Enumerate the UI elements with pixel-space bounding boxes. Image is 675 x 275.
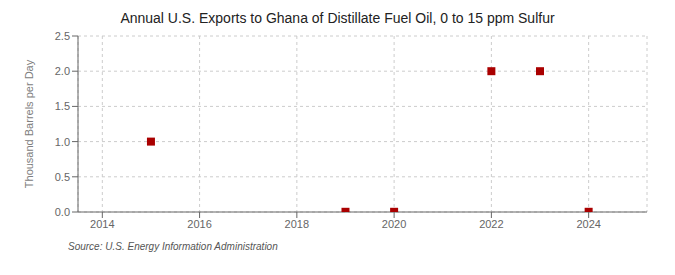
svg-text:2.5: 2.5 <box>55 30 70 42</box>
svg-text:1.0: 1.0 <box>55 136 70 148</box>
svg-text:2022: 2022 <box>479 218 503 230</box>
svg-text:2024: 2024 <box>576 218 600 230</box>
svg-text:2016: 2016 <box>187 218 211 230</box>
svg-text:Thousand Barrels per Day: Thousand Barrels per Day <box>23 59 35 188</box>
html-text:Annual U.S. Exports to Ghana o: Annual U.S. Exports to Ghana of Distilla… <box>120 10 555 26</box>
svg-text:0.5: 0.5 <box>55 171 70 183</box>
svg-text:2.0: 2.0 <box>55 65 70 77</box>
svg-text:1.5: 1.5 <box>55 100 70 112</box>
svg-text:2014: 2014 <box>90 218 114 230</box>
svg-text:2018: 2018 <box>285 218 309 230</box>
svg-text:2020: 2020 <box>382 218 406 230</box>
svg-text:0.0: 0.0 <box>55 206 70 218</box>
html-text:Source: U.S. Energy Informatio: Source: U.S. Energy Information Administ… <box>68 241 278 252</box>
